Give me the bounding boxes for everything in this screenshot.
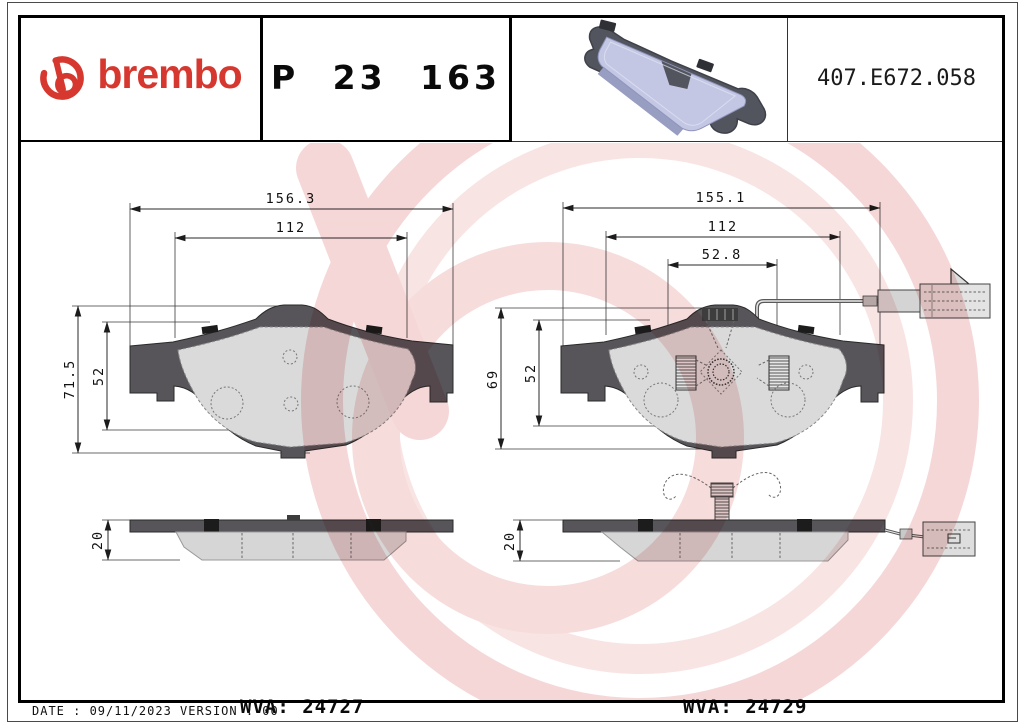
brake-pad-3d-image: [584, 19, 767, 136]
left-pad-drawing: 156.3 112 71.5 52 20: [62, 191, 454, 561]
spring-clip-right-arm: [732, 472, 782, 498]
brand-name: brembo: [97, 51, 242, 97]
right-wva-label: WVA: 24729: [683, 696, 808, 718]
side-sensor-connector: [922, 521, 976, 557]
right-wva-block: WVA: 24729 QTY: x2: [683, 650, 807, 724]
sensor-wire-sleeve: [877, 289, 921, 313]
right-side-backplate: [562, 519, 886, 533]
dim-left-outer-height: 71.5: [62, 359, 78, 400]
dim-left-thickness: 20: [90, 530, 106, 550]
date-version-line: DATE : 09/11/2023 VERSION : 00: [32, 704, 279, 718]
header-logo-cell: brembo: [18, 15, 263, 142]
spring-clip-pillar: [714, 496, 730, 522]
left-pad-friction: [177, 326, 416, 448]
part-number: P 23 163: [271, 58, 501, 97]
dim-right-inner-width: 112: [708, 219, 738, 235]
header-part-cell: P 23 163: [263, 15, 512, 142]
connector-flag: [950, 267, 971, 285]
dim-right-thickness: 20: [502, 531, 518, 551]
reference-code: 407.E672.058: [817, 65, 976, 91]
dim-right-inner-height: 52: [523, 363, 539, 383]
dim-right-outer-width: 155.1: [696, 190, 747, 206]
dim-left-inner-width: 112: [276, 220, 306, 236]
header-code-cell: 407.E672.058: [788, 15, 1005, 142]
spring-clip-left-arm: [662, 473, 712, 500]
left-side-friction: [175, 531, 407, 561]
dim-right-outer-height: 69: [485, 369, 501, 389]
right-pad-drawing: 155.1 112 52.8 69 52: [485, 190, 991, 562]
right-side-friction: [600, 531, 849, 562]
dim-right-center-width: 52.8: [702, 247, 743, 263]
brembo-logo-icon: [40, 55, 85, 100]
left-side-backplate: [129, 519, 454, 533]
header-image-cell: [512, 15, 788, 142]
dim-left-inner-height: 52: [91, 366, 107, 386]
dim-left-outer-width: 156.3: [266, 191, 317, 207]
right-pad-friction: [608, 326, 847, 448]
